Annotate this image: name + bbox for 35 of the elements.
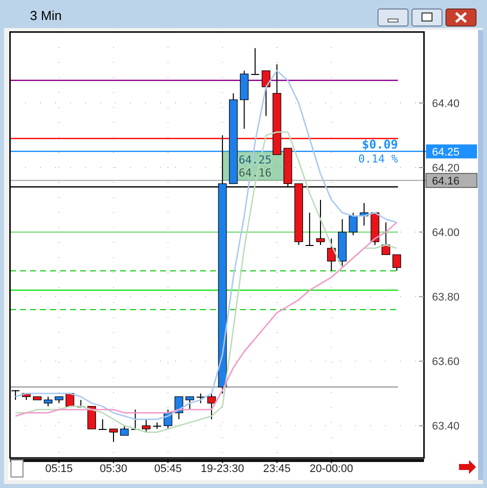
candlestick <box>120 425 129 436</box>
candlestick <box>316 199 325 246</box>
candlestick <box>44 396 52 407</box>
candlestick <box>87 406 96 430</box>
candlestick <box>251 48 260 75</box>
y-tick-label: 63.60 <box>432 356 460 368</box>
annotation: 0.14 % <box>358 152 398 166</box>
y-tick-label: 63.80 <box>432 292 460 304</box>
candlestick <box>392 254 402 272</box>
candlestick <box>98 418 107 430</box>
y-tick-label: 63.40 <box>432 420 460 433</box>
candlestick <box>142 418 150 433</box>
ref-line-label: 64.25 <box>432 146 460 158</box>
x-tick-label: 05:30 <box>100 463 128 475</box>
candlestick <box>185 396 194 410</box>
ref-line-label: 64.16 <box>432 175 460 188</box>
x-tick-label: 19-23:30 <box>200 463 244 475</box>
candlestick <box>306 212 314 246</box>
x-tick-label: 20-00:00 <box>310 463 354 475</box>
y-tick-label: 64.20 <box>432 162 460 175</box>
candlestick <box>348 212 358 236</box>
candlestick <box>196 392 205 404</box>
x-tick-label: 23:45 <box>263 463 291 475</box>
annotation: $0.09 <box>362 137 398 152</box>
x-tick-label: 05:45 <box>154 463 182 475</box>
y-tick-label: 64.40 <box>432 98 460 110</box>
y-tick-label: 64.00 <box>432 227 460 240</box>
line-series <box>14 131 398 433</box>
annotation: 64.25 <box>238 153 272 166</box>
candlestick <box>327 238 336 272</box>
chart-title: 3 Min <box>30 8 62 23</box>
x-tick-label: 05:15 <box>45 463 73 475</box>
candlestick <box>109 428 118 442</box>
candlestick <box>262 70 270 116</box>
candlestick <box>207 392 216 420</box>
